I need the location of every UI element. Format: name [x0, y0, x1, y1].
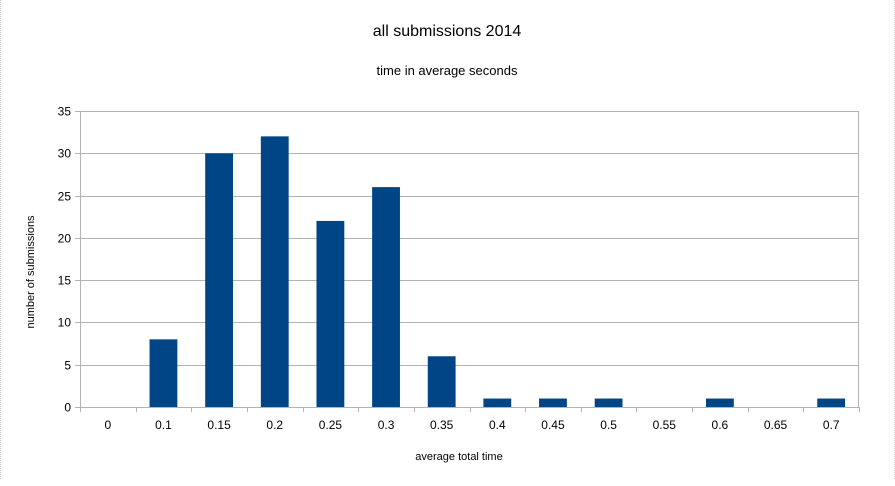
y-tick-label: 25 [58, 190, 72, 204]
x-tick-label: 0.35 [430, 418, 454, 432]
x-tick-label: 0.4 [489, 418, 506, 432]
x-tick-label: 0.45 [541, 418, 565, 432]
y-tick-label: 35 [58, 105, 72, 119]
x-axis-label: average total time [415, 451, 502, 463]
bar-0.7 [817, 398, 846, 407]
y-tick-label: 30 [58, 147, 72, 161]
x-tick-label: 0.3 [378, 418, 395, 432]
bar-0.45 [539, 398, 567, 407]
y-tick-label: 0 [64, 401, 71, 415]
x-tick-label: 0.65 [764, 418, 788, 432]
tick-labels: 0 5 10 15 20 25 30 35 0 0.1 0.15 0.2 0.25 0.3 0.35 0.4 0… [58, 105, 840, 433]
chart-title: all submissions 2014 [373, 23, 522, 40]
y-axis-label: number of submissions [25, 215, 37, 329]
bar-0.4 [483, 398, 512, 407]
y-tick-label: 20 [58, 232, 72, 246]
grid-lines [80, 111, 859, 408]
bar-0.25 [316, 220, 345, 407]
bar-0.3 [372, 187, 400, 407]
bar-0.15 [205, 153, 234, 407]
x-tick-label: 0.15 [207, 418, 231, 432]
x-tick-label: 0.1 [155, 418, 172, 432]
x-tick-label: 0 [104, 418, 111, 432]
y-tick-label: 10 [58, 316, 72, 330]
y-tick-label: 5 [64, 359, 71, 373]
bar-0.1 [149, 339, 178, 407]
axes [75, 111, 860, 412]
bar-0.5 [594, 398, 623, 407]
x-tick-label: 0.25 [319, 418, 343, 432]
y-tick-label: 15 [58, 274, 72, 288]
chart-subtitle: time in average seconds [377, 63, 518, 78]
x-tick-label: 0.5 [600, 418, 617, 432]
bar-0.6 [705, 398, 734, 407]
x-tick-label: 0.55 [653, 418, 677, 432]
bar-0.35 [427, 356, 456, 407]
x-tick-label: 0.6 [712, 418, 729, 432]
x-tick-label: 0.7 [823, 418, 840, 432]
bar-0.2 [260, 136, 289, 407]
bars [149, 136, 846, 407]
x-tick-label: 0.2 [266, 418, 283, 432]
